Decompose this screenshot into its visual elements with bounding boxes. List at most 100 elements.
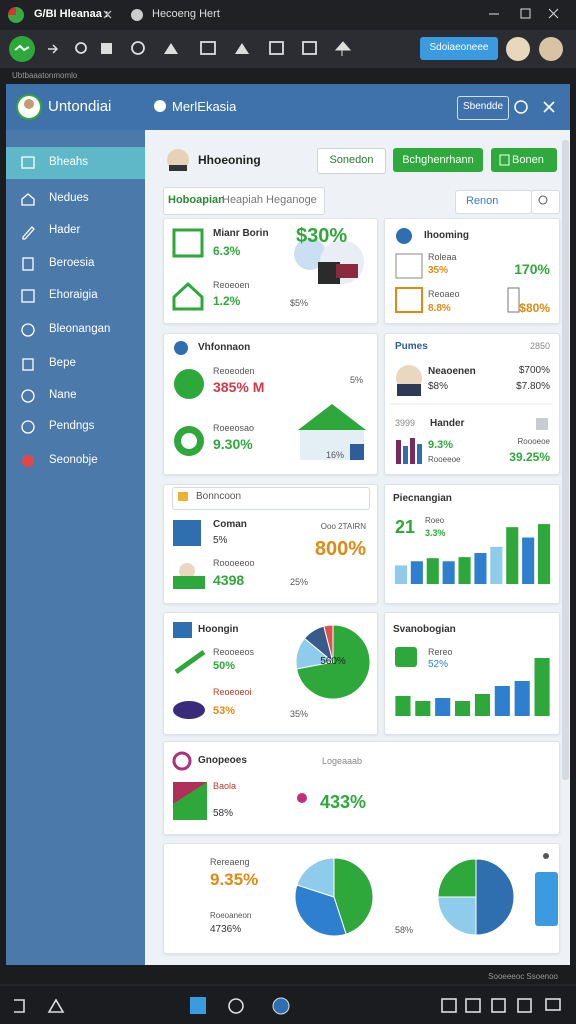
card-icon [172, 228, 204, 258]
tab-title[interactable]: Hecoeng Hert [152, 8, 220, 20]
bar [538, 524, 551, 584]
tool-icon[interactable] [235, 43, 249, 54]
bar [442, 561, 455, 584]
pie-slice [437, 896, 477, 936]
card-label: Rereaeng [210, 857, 250, 867]
sidebar-item[interactable]: Hader [49, 224, 81, 236]
pie-label: 560% [320, 656, 346, 667]
tool-icon[interactable] [200, 41, 216, 55]
active-item[interactable] [6, 147, 145, 179]
sidebar-item[interactable]: Beroesia [49, 257, 95, 269]
scrollbar[interactable] [562, 140, 569, 780]
card-label: Reoeoeoi [213, 687, 252, 697]
home-icon [14, 44, 30, 52]
tool-icon[interactable] [164, 43, 178, 54]
bar [410, 561, 423, 584]
sidebar-item[interactable]: Bleonangan [49, 323, 111, 335]
card-icon [174, 341, 188, 355]
card-value: 9.3% [428, 439, 454, 451]
clock-icon[interactable] [514, 100, 528, 114]
tab-icon [131, 9, 143, 21]
taskbar-icons[interactable] [14, 998, 561, 1014]
card-title: Vhfonnaon [198, 342, 251, 353]
sidebar-item[interactable]: Nedues [49, 192, 89, 204]
tool-icon[interactable] [131, 41, 145, 55]
title-bar [0, 0, 576, 30]
taskbar-app[interactable] [190, 997, 206, 1014]
card-highlight: 170% [514, 261, 550, 277]
card-label: Reoeoden [213, 366, 255, 376]
filter-text[interactable]: Heapiah Heganoge [222, 194, 317, 206]
card-value: 6.3% [213, 244, 241, 258]
sidebar-icons [21, 156, 35, 434]
bar [395, 696, 411, 716]
search-button[interactable] [531, 190, 560, 214]
tool-icon[interactable] [302, 41, 317, 55]
bar [506, 527, 519, 584]
filter-label[interactable]: Hoboapian [168, 194, 225, 206]
card-highlight: $30% [296, 225, 348, 247]
app-title: Untondiai [48, 98, 112, 115]
sidebar-item[interactable]: Pendngs [49, 420, 95, 432]
forward-icon[interactable] [48, 44, 59, 54]
bar [426, 558, 439, 584]
header-button[interactable] [457, 96, 509, 120]
filter-button[interactable] [455, 190, 532, 214]
card-label: Roooeeoo [213, 558, 255, 568]
search-box[interactable] [172, 487, 370, 510]
button-label[interactable]: Bonen [512, 154, 544, 166]
close-icon[interactable] [543, 101, 555, 113]
avatar[interactable] [506, 37, 530, 61]
reload-icon[interactable] [75, 42, 87, 54]
tool-icon[interactable] [269, 41, 284, 55]
card-value: 385% M [213, 379, 265, 395]
header-button-label[interactable]: Sbendde [462, 101, 504, 112]
button-label[interactable]: Bchghenrhann [402, 154, 474, 166]
green-button[interactable] [491, 148, 557, 172]
maximize[interactable] [520, 8, 531, 19]
dot [297, 793, 307, 803]
button-icon [499, 154, 510, 166]
card-value: 39.25% [509, 450, 550, 464]
outline-button[interactable] [317, 148, 386, 174]
app-avatar [24, 99, 34, 109]
tool-icon[interactable] [101, 43, 112, 54]
sidebar-item[interactable]: Ehoraigia [49, 289, 98, 301]
card-note: 25% [290, 577, 309, 587]
status-text: Ubtbaaatonmomlo [12, 71, 78, 80]
side-button[interactable] [535, 872, 558, 926]
filter-button-label[interactable]: Renon [466, 195, 499, 207]
card-icon [173, 520, 201, 546]
search-placeholder[interactable]: Bonncoon [196, 491, 242, 502]
card-value: 3.3% [425, 528, 446, 538]
app-header [6, 84, 570, 130]
green-button[interactable] [393, 148, 483, 172]
tab-title[interactable]: G/BI Hleanaa : [34, 8, 109, 20]
person-value: $700% [518, 365, 550, 376]
sidebar-item[interactable]: Nane [49, 389, 77, 401]
bottom-status: Sooeeeoc Ssoenoo [488, 972, 558, 981]
action-button[interactable] [420, 37, 498, 60]
tab-close[interactable] [103, 10, 112, 19]
sidebar-item[interactable]: Seonobje [49, 454, 98, 466]
card-label: Roeeosao [213, 423, 255, 433]
card-note: 16% [326, 450, 345, 460]
card-label: Reoeoen [213, 280, 250, 290]
card-value: 5% [213, 535, 228, 546]
card-icon [396, 228, 412, 244]
button-label[interactable]: Sonedon [329, 154, 374, 166]
tool-icon[interactable] [334, 41, 352, 56]
avatar[interactable] [539, 37, 563, 61]
bar [490, 546, 503, 584]
filter-box[interactable] [163, 187, 325, 215]
sidebar-item[interactable]: Bepe [49, 357, 76, 369]
action-label[interactable]: Sdoiaeoneee [429, 42, 489, 53]
taskbar-app[interactable] [272, 997, 290, 1015]
sidebar [6, 130, 145, 965]
close[interactable] [548, 8, 559, 19]
illustration [350, 444, 364, 460]
sidebar-item[interactable]: Bheahs [49, 156, 89, 168]
menu-icon[interactable] [543, 853, 549, 859]
pie-slice [294, 884, 347, 937]
